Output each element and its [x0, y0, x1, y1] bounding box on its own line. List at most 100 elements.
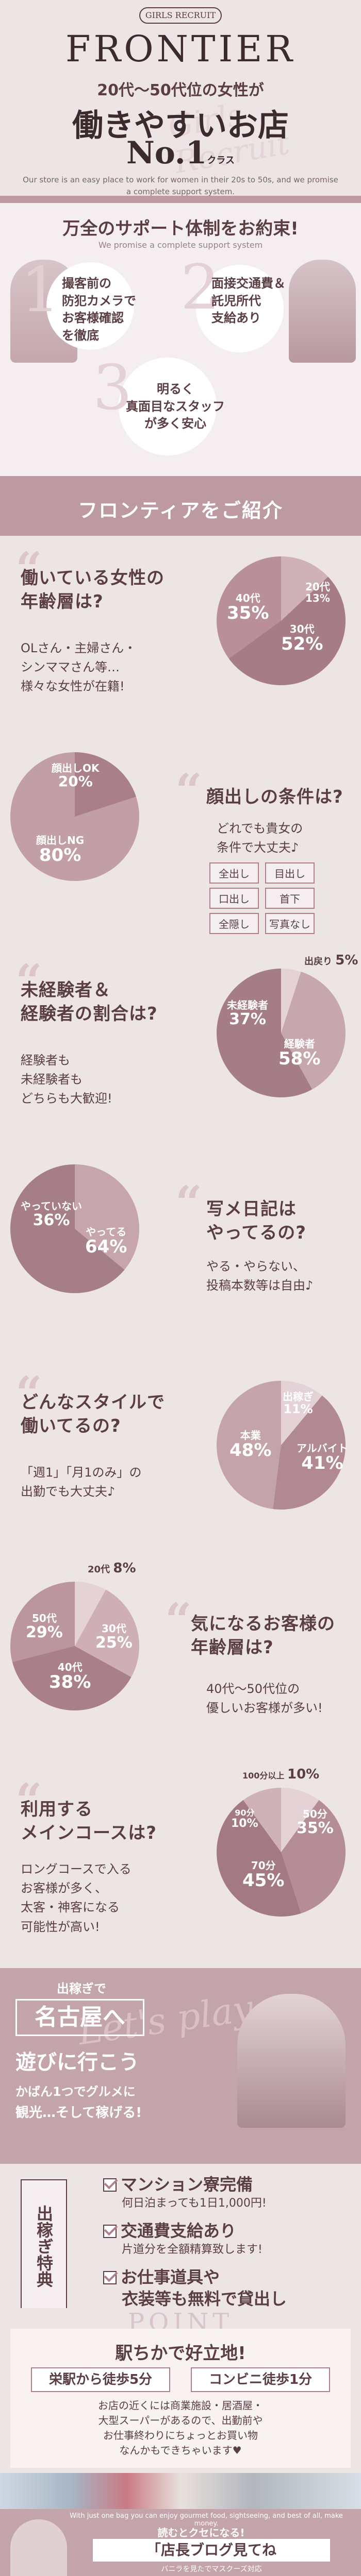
- header-section: GIRLS RECRUIT FRONTIER 20代～50代位の女性が Girl…: [0, 0, 361, 181]
- point-section: POINT 駅ちかで好立地! 栄駅から徒歩5分 コンビニ徒歩1分 お店の近くには…: [0, 2308, 361, 2473]
- q4-section: やっていない 36% やってる 64% “ 写メ日記は やってるの? やる・やらない…: [0, 1154, 361, 1360]
- support-num-3: 3: [93, 352, 133, 424]
- q7-label-100: 100分以上 10%: [242, 1767, 320, 1782]
- tag-nashi: 写真なし: [265, 913, 315, 934]
- q1-section: “ 働いている女性の 年齢層は? OLさん・主婦さん・ シンママさん等… 様々な…: [0, 536, 361, 742]
- dekasegi-small: 出稼ぎで: [57, 1981, 106, 1996]
- q2-label-ok: 顔出しOK 20%: [52, 762, 100, 790]
- tag-zenbu: 全出し: [209, 862, 259, 884]
- footer-line2: 「店長ブログ見てね: [93, 2539, 330, 2562]
- quote-icon: “: [15, 954, 42, 1009]
- q3-sub: 経験者も 未経験者も どちらも大歓迎!: [21, 1053, 112, 1106]
- q1-pie: [217, 556, 346, 685]
- tag-zenkakushi: 全隠し: [209, 913, 259, 934]
- q5-pie: [217, 1381, 346, 1510]
- benefit-3: お仕事道具や 衣装等も無料で貸出し: [103, 2267, 346, 2310]
- rank-text: No.1クラス: [0, 135, 361, 171]
- support-text-3: 明るく 真面目なスタッフ が多く安心: [126, 382, 225, 431]
- q1-label-20: 20代 13%: [305, 581, 330, 604]
- benefit-3-title: お仕事道具や: [121, 2267, 220, 2287]
- header-english: Our store is an easy place to work for w…: [23, 175, 338, 196]
- benefit-1-title: マンション寮完備: [121, 2175, 253, 2194]
- q3-title: 未経験者＆ 経験者の割合は?: [21, 980, 158, 1024]
- q3-pie: [217, 969, 346, 1097]
- dekasegi-sub1: かばん1つでグルメに: [15, 2084, 136, 2099]
- q3-section: “ 未経験者＆ 経験者の割合は? 経験者も 未経験者も どちらも大歓迎! 出戻り…: [0, 948, 361, 1154]
- quote-icon: “: [15, 542, 42, 597]
- support-photo-man: [289, 260, 356, 363]
- q1-label-30: 30代 52%: [281, 623, 323, 654]
- rank-note: クラス: [207, 155, 235, 166]
- q6-pie: [10, 1582, 139, 1710]
- q5-section: “ どんなスタイルで 働いてるの? 「週1」「月1のみ」の 出勤でも大丈夫♪ 出…: [0, 1360, 361, 1561]
- dekasegi-section: 出稼ぎで Let's play 名古屋へ 遊びに行こう かばん1つでグルメに 観…: [0, 1968, 361, 2313]
- support-text-2: 面接交通費＆ 託児所代 支給あり: [211, 276, 286, 326]
- q4-label-no: やっていない 36%: [21, 1200, 82, 1229]
- tag-kubi: 首下: [265, 888, 315, 909]
- q6-label-20: 20代 8%: [88, 1561, 136, 1576]
- q3-label-demodori: 出戻り 5%: [304, 953, 358, 968]
- brand-small-label: GIRLS RECRUIT: [139, 7, 222, 24]
- q7-label-90: 90分 10%: [231, 1808, 258, 1830]
- q5-sub: 「週1」「月1のみ」の 出勤でも大丈夫♪: [21, 1465, 142, 1499]
- support-item-2: [196, 265, 284, 352]
- q6-label-30: 30代 25%: [95, 1622, 133, 1652]
- intro-band: [0, 476, 361, 536]
- benefit-1-sub: 何日泊まっても1日1,000円!: [122, 2196, 267, 2210]
- dekasegi-photo-man: [237, 1994, 346, 2128]
- headline: 働きやすいお店: [72, 108, 289, 144]
- intro-title: フロンティアをご紹介: [78, 499, 283, 522]
- q7-label-50: 50分 35%: [297, 1808, 334, 1837]
- q2-sub: どれでも貴女の 条件で大丈夫♪: [217, 821, 303, 855]
- q3-label-keiken: 経験者 58%: [278, 1038, 321, 1069]
- q7-section: “ 利用する メインコースは? ロングコースで入る お客様が多く、 太客・神客に…: [0, 1767, 361, 1968]
- point-station-label: 栄駅から徒歩5分: [31, 2367, 170, 2392]
- tag-me: 目出し: [265, 862, 315, 884]
- dekasegi-title1: 名古屋へ: [15, 1999, 144, 2036]
- footer-section: With just one bag you can enjoy gourmet …: [0, 2509, 361, 2576]
- support-section: 万全のサポート体制をお約束! We promise a complete sup…: [0, 203, 361, 476]
- benefit-4-title: 衣装等も無料で貸出し: [122, 2289, 287, 2309]
- point-title: 駅ちかで好立地!: [115, 2343, 246, 2364]
- q5-label-dekasegi: 出稼ぎ 11%: [283, 1391, 314, 1416]
- tagline: 20代～50代位の女性が: [97, 81, 264, 99]
- rank-number: No.1: [126, 135, 207, 171]
- q7-pie: [217, 1788, 346, 1917]
- q4-sub: やる・やらない、 投稿本数等は自由♪: [206, 1259, 314, 1293]
- q5-label-baito: アルバイト 41%: [297, 1442, 348, 1473]
- support-text-1: 撮客前の 防犯カメラで お客様確認 を徹底: [62, 276, 136, 343]
- q7-label-70: 70分 45%: [242, 1859, 285, 1891]
- q7-sub: ロングコースで入る お客様が多く、 太客・神客になる 可能性が高い!: [21, 1862, 132, 1934]
- support-item-1: [46, 262, 134, 350]
- dekasegi-title2: 遊びに行こう: [15, 2050, 139, 2074]
- q6-sub: 40代～50代位の 優しいお客様が多い!: [206, 1682, 323, 1716]
- q5-label-hongyo: 本業 48%: [229, 1429, 272, 1461]
- photo-strip: [0, 2473, 361, 2509]
- q6-title: 気になるお客様の 年齢層は?: [191, 1614, 335, 1658]
- q2-section: 顔出しOK 20% 顔出しNG 80% “ 顔出しの条件は? どれでも貴女の 条件で…: [0, 742, 361, 948]
- q6-label-50: 50代 29%: [26, 1612, 63, 1641]
- q5-title: どんなスタイルで 働いてるの?: [21, 1392, 165, 1436]
- footer-line3: バニラを見たでマスクーズ対応: [161, 2565, 262, 2573]
- q7-title: 利用する メインコースは?: [21, 1799, 157, 1843]
- quote-icon: “: [175, 764, 202, 818]
- check-icon: [103, 2178, 117, 2192]
- check-icon: [103, 2225, 117, 2238]
- support-english: We promise a complete support system: [98, 240, 263, 250]
- q2-title: 顔出しの条件は?: [206, 787, 343, 807]
- footer-english: With just one bag you can enjoy gourmet …: [70, 2512, 343, 2528]
- support-num-2: 2: [180, 252, 220, 324]
- support-num-1: 1: [21, 255, 60, 326]
- support-title: 万全のサポート体制をお約束!: [62, 218, 299, 239]
- q2-pie: [10, 752, 139, 881]
- point-konbini-label: コンビニ徒歩1分: [191, 2367, 330, 2392]
- q4-label-yes: やってる 64%: [85, 1226, 127, 1257]
- quote-icon: “: [165, 1593, 192, 1648]
- check-icon: [103, 2271, 117, 2284]
- quote-icon: “: [175, 1176, 202, 1230]
- benefit-2-sub: 片道分を全額精算致します!: [122, 2243, 262, 2256]
- q4-title: 写メ日記は やってるの?: [206, 1199, 307, 1243]
- q6-label-40: 40代 38%: [49, 1661, 91, 1692]
- divider: [0, 196, 361, 203]
- dekasegi-sub2: 観光…そして稼げる!: [15, 2105, 142, 2121]
